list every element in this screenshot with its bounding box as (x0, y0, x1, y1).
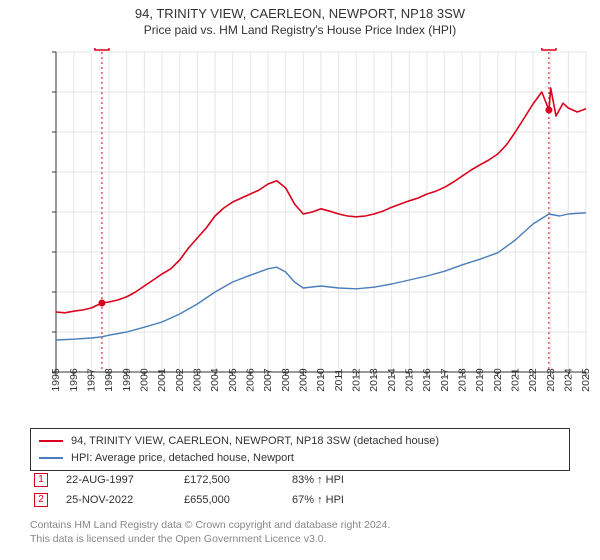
footnote-line2: This data is licensed under the Open Gov… (30, 532, 570, 546)
sale-marker-box: 1 (34, 473, 48, 487)
legend-swatch (39, 440, 63, 442)
sale-date: 22-AUG-1997 (66, 474, 166, 486)
legend-label: HPI: Average price, detached house, Newp… (71, 450, 294, 467)
sale-row: 1 22-AUG-1997 £172,500 83% ↑ HPI (30, 470, 570, 490)
legend-swatch (39, 457, 63, 459)
footnote-line1: Contains HM Land Registry data © Crown c… (30, 518, 570, 532)
sales-table: 1 22-AUG-1997 £172,500 83% ↑ HPI 2 25-NOV-202… (30, 470, 570, 510)
legend-label: 94, TRINITY VIEW, CAERLEON, NEWPORT, NP1… (71, 433, 439, 450)
page-subtitle: Price paid vs. HM Land Registry's House … (0, 23, 600, 37)
sale-pct-vs-hpi: 67% ↑ HPI (292, 494, 382, 506)
page-title: 94, TRINITY VIEW, CAERLEON, NEWPORT, NP1… (0, 6, 600, 21)
sale-date: 25-NOV-2022 (66, 494, 166, 506)
legend-row: 94, TRINITY VIEW, CAERLEON, NEWPORT, NP1… (39, 433, 561, 450)
sale-pct-vs-hpi: 83% ↑ HPI (292, 474, 382, 486)
sale-price: £172,500 (184, 474, 274, 486)
chart-svg: £0£100K£200K£300K£400K£500K£600K£700K£80… (50, 48, 590, 418)
legend-row: HPI: Average price, detached house, Newp… (39, 450, 561, 467)
sale-marker-box: 2 (34, 493, 48, 507)
line-chart: £0£100K£200K£300K£400K£500K£600K£700K£80… (50, 48, 590, 418)
title-block: 94, TRINITY VIEW, CAERLEON, NEWPORT, NP1… (0, 0, 600, 37)
svg-text:2: 2 (546, 48, 552, 50)
footnote: Contains HM Land Registry data © Crown c… (30, 518, 570, 546)
sale-price: £655,000 (184, 494, 274, 506)
legend: 94, TRINITY VIEW, CAERLEON, NEWPORT, NP1… (30, 428, 570, 471)
svg-text:1: 1 (99, 48, 105, 50)
sale-row: 2 25-NOV-2022 £655,000 67% ↑ HPI (30, 490, 570, 510)
